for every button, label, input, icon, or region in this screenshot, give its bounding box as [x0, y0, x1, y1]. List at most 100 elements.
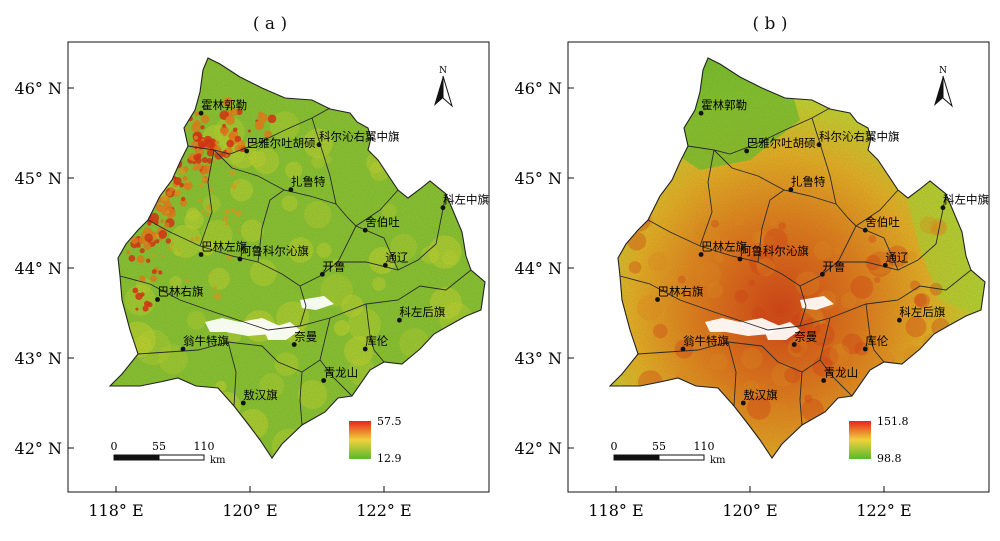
north-arrow-icon: N: [434, 66, 453, 108]
place-label: 翁牛特旗: [183, 334, 229, 348]
county-borders: [619, 107, 972, 426]
place-dot: [816, 142, 822, 148]
place-label: 库伦: [865, 334, 888, 348]
place-label: 科尔沁右翼中旗: [819, 130, 900, 144]
lat-label: 43° N: [515, 349, 562, 368]
place-dot: [362, 346, 368, 352]
place-dot: [319, 271, 325, 277]
place-label: 奈曼: [294, 330, 317, 344]
scale-bar: 0 55 110 km: [611, 440, 727, 466]
lat-label: 44° N: [15, 259, 62, 278]
place-label: 巴雅尔吐胡硕: [247, 136, 316, 150]
no-data-patch: [705, 318, 780, 336]
north-arrow-icon: N: [934, 66, 953, 108]
color-legend: 57.5 12.9: [349, 415, 402, 465]
place-dot: [316, 142, 322, 148]
scale-tick-label: 110: [694, 440, 715, 453]
place-dot: [698, 252, 704, 257]
region-outline: [108, 57, 486, 459]
raster-layer: [110, 58, 485, 458]
scale-tick-label: 55: [652, 440, 666, 453]
lat-label: 42° N: [515, 439, 562, 458]
place-dot: [382, 262, 388, 268]
raster-layer: [610, 58, 985, 458]
place-dot: [897, 317, 902, 323]
map-frame: [567, 41, 990, 493]
svg-text:N: N: [439, 66, 447, 76]
place-dot: [819, 271, 825, 277]
place-label: 通辽: [885, 250, 908, 264]
place-dot: [744, 148, 750, 154]
lat-label: 46° N: [515, 79, 562, 98]
place-dot: [397, 317, 402, 323]
county-borders: [119, 107, 472, 426]
lon-label: 118° E: [588, 501, 643, 520]
place-label: 巴林右旗: [658, 285, 704, 299]
lon-label: 120° E: [222, 501, 277, 520]
place-dot: [198, 252, 204, 257]
place-dot: [362, 227, 368, 233]
lat-label: 42° N: [15, 439, 62, 458]
legend-min: 12.9: [377, 452, 402, 465]
place-label: 巴林左旗: [201, 240, 247, 254]
place-label: 霍林郭勒: [701, 98, 747, 112]
legend-min: 98.8: [877, 452, 902, 465]
place-label: 奈曼: [794, 330, 817, 344]
place-dot: [237, 256, 243, 262]
place-dot: [740, 400, 746, 406]
lat-label: 43° N: [15, 349, 62, 368]
legend-max: 151.8: [877, 415, 909, 428]
scale-tick-label: 55: [152, 440, 166, 453]
place-dot: [788, 187, 794, 193]
place-label: 巴雅尔吐胡硕: [747, 136, 816, 150]
map-panel-b: ( b ) 46° N 45° N 44° N 43° N 42° N 118° E 120…: [500, 0, 1000, 537]
map-frame: [67, 41, 490, 493]
place-label: 敖汉旗: [743, 388, 778, 402]
panel-title-b: ( b ): [752, 14, 788, 34]
no-data-patch: [800, 296, 834, 310]
legend-max: 57.5: [377, 415, 402, 428]
lon-label: 122° E: [356, 501, 411, 520]
place-label: 翁牛特旗: [683, 334, 729, 348]
lon-label: 118° E: [88, 501, 143, 520]
place-dot: [862, 346, 868, 352]
place-label: 扎鲁特: [791, 175, 826, 189]
place-dot: [291, 342, 297, 347]
lon-label: 122° E: [856, 501, 911, 520]
map-svg-b: 46° N 45° N 44° N 43° N 42° N 118° E 120° E 122…: [515, 41, 990, 520]
place-label: 通辽: [385, 250, 408, 264]
place-label: 库伦: [365, 334, 388, 348]
place-dot: [882, 262, 888, 268]
place-dot: [862, 227, 868, 233]
map-panel-a: ( a ) 46° N 45° N 44° N 43° N 42° N 118° E 120…: [0, 0, 500, 537]
place-label: 科左后旗: [899, 305, 945, 319]
place-label: 科尔沁右翼中旗: [319, 130, 400, 144]
place-dot: [240, 400, 246, 406]
place-label: 青龙山: [824, 366, 859, 380]
no-data-patch: [300, 296, 334, 310]
svg-text:N: N: [939, 66, 947, 76]
place-label: 青龙山: [324, 366, 359, 380]
place-dot: [198, 110, 204, 116]
place-label: 科左中旗: [943, 193, 989, 207]
place-label: 科左后旗: [399, 305, 445, 319]
panel-title-a: ( a ): [252, 14, 288, 34]
no-data-patch: [205, 318, 280, 336]
place-dot: [737, 256, 743, 262]
place-dot: [321, 378, 327, 383]
lon-label: 120° E: [722, 501, 777, 520]
place-label: 霍林郭勒: [201, 98, 247, 112]
place-label: 阿鲁科尔沁旗: [240, 244, 309, 258]
no-data-patch: [264, 322, 300, 340]
place-dot: [791, 342, 797, 347]
place-dot: [821, 378, 827, 383]
place-label: 开鲁: [322, 259, 345, 273]
place-label: 巴林右旗: [158, 285, 204, 299]
place-dot: [698, 110, 704, 116]
scale-tick-label: 0: [611, 440, 618, 453]
scale-tick-label: 110: [194, 440, 215, 453]
map-svg-a: 46° N 45° N 44° N 43° N 42° N 118° E 120° E 122…: [15, 41, 490, 520]
no-data-patch: [764, 322, 800, 340]
place-label: 开鲁: [822, 259, 845, 273]
